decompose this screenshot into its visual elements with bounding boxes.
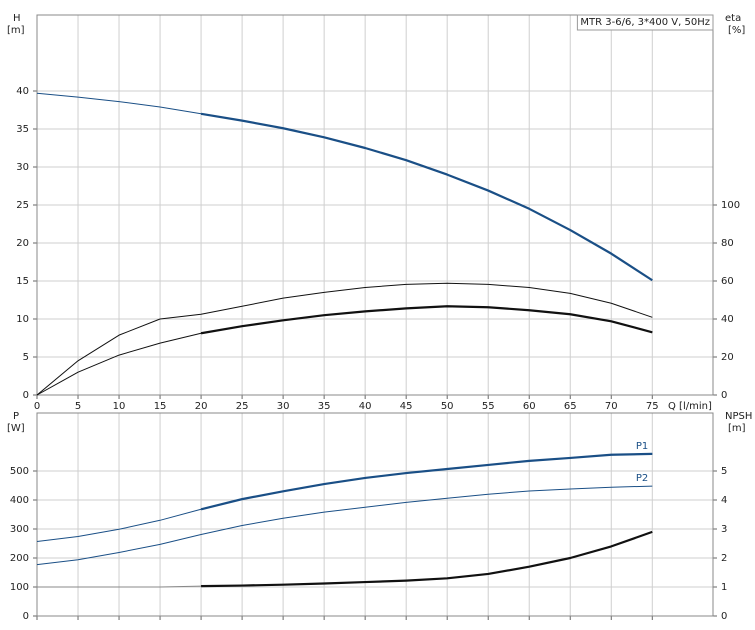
y-tick-label: 40 <box>16 86 29 97</box>
curve-line-duty <box>200 112 653 282</box>
y2-tick-label: 0 <box>721 390 727 401</box>
curve-label: P2 <box>636 473 648 484</box>
y2-tick-label: 60 <box>721 276 734 287</box>
y2-axis-label: eta <box>725 13 741 24</box>
x-tick-label: 60 <box>523 401 536 412</box>
y-tick-label: 15 <box>16 276 29 287</box>
x-tick-label: 10 <box>113 401 126 412</box>
y-axis-label: H <box>13 13 21 24</box>
y-tick-label: 300 <box>10 524 29 535</box>
y2-axis-unit: [%] <box>728 25 745 36</box>
y-tick-label: 10 <box>16 314 29 325</box>
y-axis-label: P <box>13 411 19 422</box>
y2-tick-label: 2 <box>721 553 727 564</box>
x-tick-label: 75 <box>646 401 659 412</box>
x-tick-label: 70 <box>605 401 618 412</box>
model-annotation: MTR 3-6/6, 3*400 V, 50Hz <box>580 17 710 28</box>
y2-tick-label: 4 <box>721 495 727 506</box>
y2-tick-label: 5 <box>721 466 727 477</box>
x-tick-label: 35 <box>318 401 331 412</box>
x-tick-label: 25 <box>236 401 249 412</box>
x-tick-label: 0 <box>34 401 40 412</box>
x-tick-label: 40 <box>359 401 372 412</box>
y-tick-label: 0 <box>23 611 29 622</box>
y-tick-label: 0 <box>23 390 29 401</box>
y2-tick-label: 40 <box>721 314 734 325</box>
y2-tick-label: 1 <box>721 582 727 593</box>
curve-line-duty <box>200 305 653 335</box>
y-tick-label: 25 <box>16 200 29 211</box>
x-tick-label: 5 <box>75 401 81 412</box>
y-axis-unit: [m] <box>7 25 25 36</box>
y-tick-label: 20 <box>16 238 29 249</box>
y-tick-label: 30 <box>16 162 29 173</box>
y2-tick-label: 80 <box>721 238 734 249</box>
y2-axis-unit: [m] <box>728 423 746 434</box>
curve-line-duty <box>200 452 653 511</box>
curve-line <box>36 485 653 566</box>
x-tick-label: 20 <box>195 401 208 412</box>
y2-tick-label: 0 <box>721 611 727 622</box>
x-tick-label: 45 <box>400 401 413 412</box>
y2-tick-label: 100 <box>721 200 740 211</box>
annotation-box <box>576 14 714 31</box>
y-axis-unit: [W] <box>7 423 25 434</box>
plot-frame <box>36 14 714 396</box>
curve-label: P1 <box>636 441 648 452</box>
plot-frame <box>36 412 714 617</box>
x-axis-label: Q [l/min] <box>668 401 712 412</box>
y2-tick-label: 20 <box>721 352 734 363</box>
y-tick-label: 35 <box>16 124 29 135</box>
y2-axis-label: NPSH <box>725 411 752 422</box>
x-tick-label: 55 <box>482 401 495 412</box>
y-tick-label: 200 <box>10 553 29 564</box>
y-tick-label: 400 <box>10 495 29 506</box>
y2-tick-label: 3 <box>721 524 727 535</box>
x-tick-label: 30 <box>277 401 290 412</box>
curve-line <box>36 282 653 396</box>
x-tick-label: 65 <box>564 401 577 412</box>
y-tick-label: 5 <box>23 352 29 363</box>
curve-line-duty <box>201 530 653 588</box>
x-tick-label: 50 <box>441 401 454 412</box>
x-tick-label: 15 <box>154 401 167 412</box>
y-tick-label: 100 <box>10 582 29 593</box>
y-tick-label: 500 <box>10 466 29 477</box>
